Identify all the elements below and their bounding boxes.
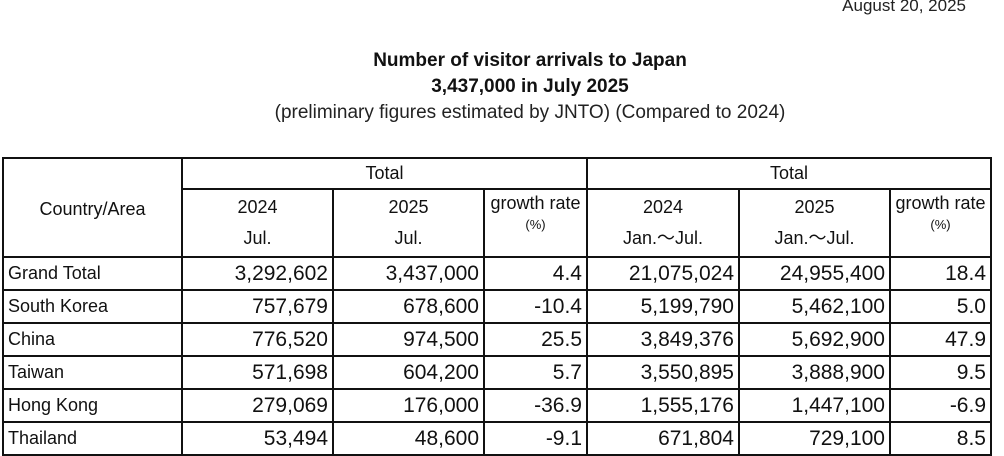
header-row-columns: 2024 Jul. 2025 Jul. growth rate (%) 2024… <box>3 188 992 258</box>
col-period: Jul. <box>394 228 423 248</box>
cell-2025-jan-jul: 24,955,400 <box>738 256 891 291</box>
cell-2025-jan-jul: 5,692,900 <box>738 322 891 357</box>
header-row-groups: Country/Area Total Total <box>2 157 992 258</box>
headline-figure: 3,437,000 in July 2025 <box>431 76 629 97</box>
cell-growth-jan-jul: 8.5 <box>889 421 992 456</box>
cell-growth-jul: -10.4 <box>483 289 588 324</box>
col-period: Jan.～Jul. <box>622 228 704 248</box>
col-header-2024-jan-jul: 2024 Jan.～Jul. <box>586 188 740 258</box>
cell-2025-jul: 176,000 <box>332 388 485 423</box>
col-label: growth rate <box>895 193 986 213</box>
cell-2024-jan-jul: 3,849,376 <box>586 322 740 357</box>
group-header-jan-jul: Total <box>586 157 992 190</box>
cell-growth-jul: -36.9 <box>483 388 588 423</box>
cell-2025-jan-jul: 3,888,900 <box>738 355 891 390</box>
cell-growth-jul: 25.5 <box>483 322 588 357</box>
table-row-taiwan: Taiwan 571,698 604,200 5.7 3,550,895 3,8… <box>2 355 992 390</box>
cell-2024-jul: 53,494 <box>181 421 334 456</box>
page-title: Number of visitor arrivals to Japan <box>373 50 687 71</box>
cell-growth-jan-jul: 5.0 <box>889 289 992 324</box>
col-label: growth rate <box>490 193 581 213</box>
col-year: 2025 <box>388 197 429 217</box>
col-year: 2024 <box>642 197 684 217</box>
cell-2025-jul: 974,500 <box>332 322 485 357</box>
cell-2024-jul: 776,520 <box>181 322 334 357</box>
title-block: Number of visitor arrivals to Japan 3,43… <box>0 48 1004 126</box>
cell-2024-jan-jul: 5,199,790 <box>586 289 740 324</box>
col-year: 2025 <box>794 197 835 217</box>
cell-growth-jan-jul: 18.4 <box>889 256 992 291</box>
table-row-grand-total: Grand Total 3,292,602 3,437,000 4.4 21,0… <box>2 256 992 291</box>
table-row-thailand: Thailand 53,494 48,600 -9.1 671,804 729,… <box>2 421 992 456</box>
col-header-2025-jul: 2025 Jul. <box>332 188 485 258</box>
cell-2024-jul: 279,069 <box>181 388 334 423</box>
country-area-header: Country/Area <box>2 157 183 258</box>
col-period: Jan.～Jul. <box>774 228 855 248</box>
row-label: Thailand <box>2 421 183 456</box>
cell-2025-jul: 48,600 <box>332 421 485 456</box>
cell-2025-jul: 3,437,000 <box>332 256 485 291</box>
row-label: Hong Kong <box>2 388 183 423</box>
subtitle: (preliminary figures estimated by JNTO) … <box>274 102 786 123</box>
cell-2024-jul: 571,698 <box>181 355 334 390</box>
release-date: August 20, 2025 <box>842 0 966 15</box>
row-label: China <box>2 322 183 357</box>
cell-2024-jan-jul: 671,804 <box>586 421 740 456</box>
row-label: Taiwan <box>2 355 183 390</box>
cell-2025-jan-jul: 729,100 <box>738 421 891 456</box>
cell-2024-jan-jul: 1,555,176 <box>586 388 740 423</box>
cell-2025-jan-jul: 5,462,100 <box>738 289 891 324</box>
cell-growth-jul: 5.7 <box>483 355 588 390</box>
col-period: Jul. <box>243 228 272 248</box>
cell-growth-jul: -9.1 <box>483 421 588 456</box>
col-header-2024-jul: 2024 Jul. <box>181 188 334 258</box>
row-label: Grand Total <box>2 256 183 291</box>
cell-2024-jan-jul: 21,075,024 <box>586 256 740 291</box>
table-row-hong-kong: Hong Kong 279,069 176,000 -36.9 1,555,17… <box>2 388 992 423</box>
col-year: 2024 <box>237 197 278 217</box>
cell-2025-jul: 604,200 <box>332 355 485 390</box>
col-header-growth-jan-jul: growth rate (%) <box>889 188 992 258</box>
cell-growth-jan-jul: 9.5 <box>889 355 992 390</box>
cell-2025-jul: 678,600 <box>332 289 485 324</box>
group-header-july: Total <box>181 157 588 190</box>
col-header-2025-jan-jul: 2025 Jan.～Jul. <box>738 188 891 258</box>
row-label: South Korea <box>2 289 183 324</box>
cell-2024-jul: 3,292,602 <box>181 256 334 291</box>
cell-growth-jul: 4.4 <box>483 256 588 291</box>
cell-growth-jan-jul: 47.9 <box>889 322 992 357</box>
table-row-south-korea: South Korea 757,679 678,600 -10.4 5,199,… <box>2 289 992 324</box>
cell-growth-jan-jul: -6.9 <box>889 388 992 423</box>
col-header-growth-jul: growth rate (%) <box>483 188 588 258</box>
cell-2024-jan-jul: 3,550,895 <box>586 355 740 390</box>
cell-2025-jan-jul: 1,447,100 <box>738 388 891 423</box>
col-unit: (%) <box>525 217 546 232</box>
col-unit: (%) <box>930 217 951 232</box>
table-row-china: China 776,520 974,500 25.5 3,849,376 5,6… <box>2 322 992 357</box>
cell-2024-jul: 757,679 <box>181 289 334 324</box>
visitor-arrivals-table: Country/Area Total Total 2024 Jul. 2025 … <box>2 157 992 456</box>
